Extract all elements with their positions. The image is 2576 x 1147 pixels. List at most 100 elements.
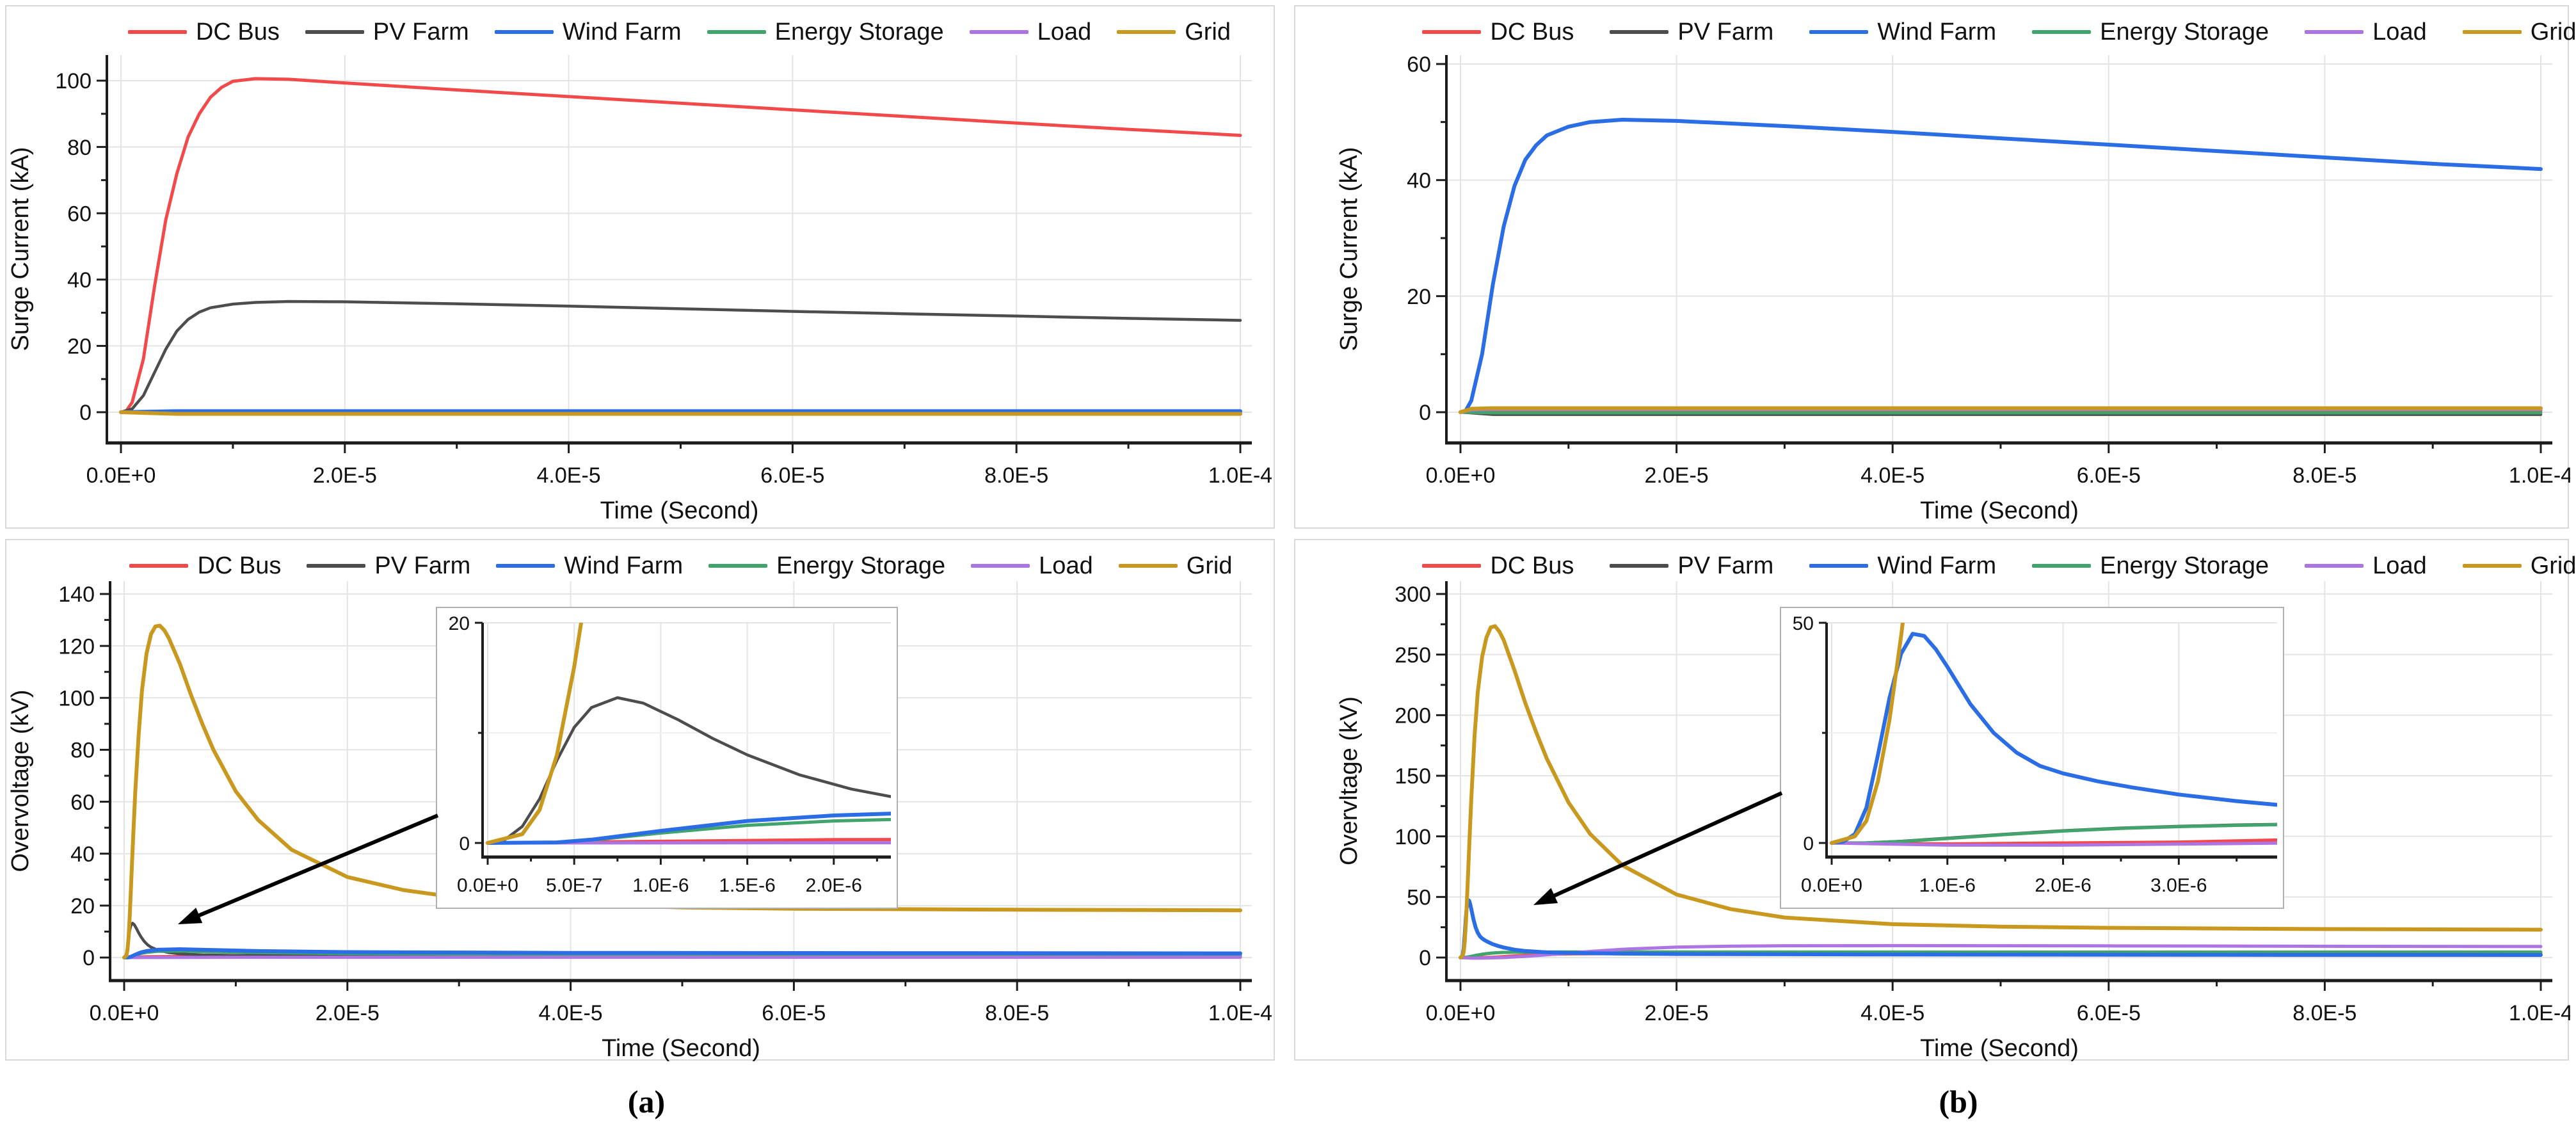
- chart-tl-svg: 0.0E+0 2.0E-5 4.0E-5 6.0E-5 8.0E-5 1.0E-4 0 20 4…: [7, 55, 1272, 524]
- x-tick-label: 1.0E-4: [2509, 1001, 2570, 1025]
- y-tick-label: 0: [1419, 401, 1431, 425]
- legend-item-dc-bus: DC Bus: [1422, 20, 1574, 44]
- y-tick-label: 20: [70, 894, 95, 918]
- y-tick-label: 250: [1395, 643, 1431, 668]
- y-tick-label: 120: [58, 634, 95, 659]
- y-tick-label: 60: [67, 202, 92, 226]
- legend-line-icon: [1117, 30, 1176, 34]
- y-tick-label: 60: [1407, 52, 1431, 77]
- legend-item-pv-farm: PV Farm: [305, 20, 469, 44]
- y-tick-label: 0: [1803, 833, 1814, 854]
- y-tick-label: 50: [1793, 613, 1814, 634]
- legend-item-wind-farm: Wind Farm: [496, 554, 683, 578]
- legend-line-icon: [305, 30, 364, 34]
- x-tick-label: 8.0E-5: [2292, 463, 2356, 488]
- y-tick-label: 80: [67, 136, 92, 160]
- legend-label: Grid: [2530, 552, 2576, 579]
- legend-br: DC Bus PV Farm Wind Farm Energy Storage Load…: [1422, 549, 2576, 582]
- legend-item-grid: Grid: [1118, 554, 1233, 578]
- legend-item-wind-farm: Wind Farm: [494, 20, 682, 44]
- legend-item-grid: Grid: [2462, 552, 2576, 579]
- legend-item-load: Load: [2305, 554, 2427, 578]
- x-tick-label: 0.0E+0: [457, 875, 518, 896]
- legend-label: DC Bus: [197, 552, 282, 579]
- legend-label: Load: [2372, 552, 2427, 579]
- legend-label: Wind Farm: [1877, 19, 1997, 45]
- legend-item-pv-farm: PV Farm: [307, 554, 470, 578]
- x-tick-label: 2.0E-6: [2035, 875, 2091, 896]
- y-tick-label: 20: [1407, 285, 1431, 309]
- x-tick-label: 2.0E-5: [313, 463, 377, 488]
- legend-label: Energy Storage: [2100, 552, 2269, 579]
- zoom-arrow-head: [178, 908, 203, 924]
- legend-line-icon: [494, 30, 554, 34]
- legend-line-icon: [2032, 564, 2092, 568]
- legend-item-energy-storage: Energy Storage: [2032, 554, 2269, 578]
- legend-label: Grid: [1185, 19, 1231, 45]
- x-tick-label: 1.0E-4: [1208, 1001, 1272, 1025]
- y-tick-label: 140: [58, 582, 95, 607]
- x-tick-label: 4.0E-5: [539, 1001, 603, 1025]
- x-tick-label: 4.0E-5: [537, 463, 601, 488]
- legend-label: Wind Farm: [1877, 552, 1997, 579]
- y-tick-label: 0: [79, 401, 92, 425]
- legend-line-icon: [969, 30, 1028, 34]
- legend-line-icon: [1422, 564, 1482, 568]
- x-axis-label: Time (Second): [1920, 497, 2079, 524]
- legend-line-icon: [496, 564, 556, 568]
- chart-bl-svg: 0.0E+0 2.0E-5 4.0E-5 6.0E-5 8.0E-5 1.0E-4 0 20 4…: [7, 581, 1272, 1062]
- y-tick-label: 50: [1407, 886, 1431, 910]
- legend-item-pv-farm: PV Farm: [1610, 554, 1773, 578]
- zoom-arrow-head: [1533, 888, 1558, 905]
- x-tick-label: 1.0E-6: [1919, 875, 1976, 896]
- x-tick-label: 2.0E-5: [1645, 463, 1709, 488]
- series-dc-bus-line: [119, 77, 1242, 414]
- x-tick-label: 0.0E+0: [1426, 1001, 1496, 1025]
- legend-item-load: Load: [2305, 20, 2427, 44]
- x-tick-label: 1.0E-4: [1208, 463, 1272, 488]
- legend-label: Energy Storage: [2100, 19, 2269, 45]
- series-grid-line: [1459, 624, 2543, 959]
- legend-line-icon: [1610, 564, 1669, 568]
- series-energy-storage-line: [1459, 410, 2543, 415]
- legend-line-icon: [2462, 30, 2522, 34]
- legend-line-icon: [971, 564, 1030, 568]
- x-axis-label: Time (Second): [600, 497, 759, 524]
- x-axis-label: Time (Second): [602, 1035, 760, 1062]
- legend-label: DC Bus: [1490, 552, 1574, 579]
- x-axis-label: Time (Second): [1920, 1035, 2079, 1062]
- legend-line-icon: [1610, 30, 1669, 34]
- y-axis-label: Overvoltage (kV): [7, 689, 34, 872]
- legend-item-load: Load: [971, 554, 1093, 578]
- legend-tl: DC Bus PV Farm Wind Farm Energy Storage Load…: [107, 15, 1252, 49]
- y-tick-label: 200: [1395, 704, 1431, 728]
- legend-line-icon: [708, 564, 768, 568]
- legend-line-icon: [2305, 564, 2364, 568]
- y-tick-label: 40: [1407, 169, 1431, 193]
- legend-item-energy-storage: Energy Storage: [708, 554, 945, 578]
- chart-br-svg: 0.0E+0 2.0E-5 4.0E-5 6.0E-5 8.0E-5 1.0E-4 0 50 1…: [1336, 581, 2570, 1062]
- x-tick-label: 1.5E-6: [719, 875, 775, 896]
- caption-a: (a): [627, 1084, 666, 1119]
- legend-item-grid: Grid: [2462, 19, 2576, 45]
- legend-label: PV Farm: [1677, 19, 1774, 45]
- legend-label: Grid: [2530, 19, 2576, 45]
- x-tick-label: 0.0E+0: [1801, 875, 1862, 896]
- legend-line-icon: [127, 30, 187, 34]
- x-tick-label: 0.0E+0: [90, 1001, 159, 1025]
- y-tick-label: 60: [70, 790, 95, 815]
- x-tick-label: 6.0E-5: [762, 1001, 826, 1025]
- legend-label: DC Bus: [1490, 19, 1574, 45]
- series-load-line: [486, 841, 891, 845]
- x-tick-label: 6.0E-5: [2077, 1001, 2141, 1025]
- x-tick-label: 0.0E+0: [1426, 463, 1496, 488]
- legend-line-icon: [2032, 30, 2092, 34]
- legend-item-energy-storage: Energy Storage: [2032, 20, 2269, 44]
- legend-line-icon: [1809, 564, 1869, 568]
- inset-box: [1780, 607, 2284, 909]
- x-tick-label: 8.0E-5: [984, 463, 1048, 488]
- y-tick-label: 20: [449, 613, 470, 634]
- legend-label: Load: [1039, 552, 1093, 579]
- legend-label: Wind Farm: [564, 552, 684, 579]
- x-tick-label: 4.0E-5: [1860, 463, 1924, 488]
